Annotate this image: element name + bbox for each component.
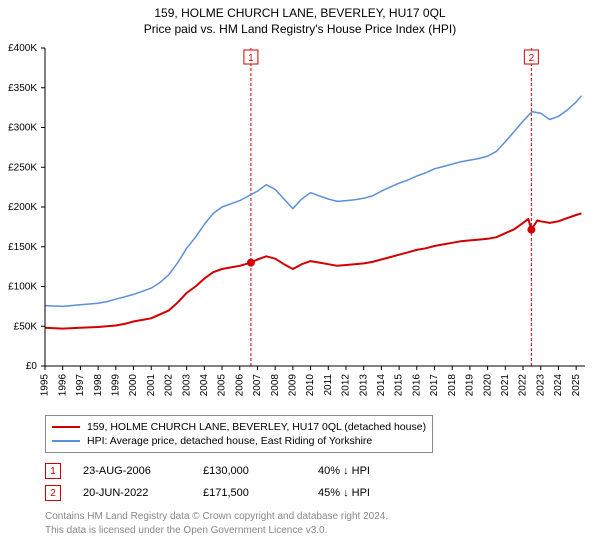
footer-line-1: Contains HM Land Registry data © Crown c…: [45, 510, 388, 524]
svg-text:2020: 2020: [482, 374, 493, 397]
marker-date-2: 20-JUN-2022: [83, 487, 203, 499]
marker-row-1: 1 23-AUG-2006 £130,000 40% ↓ HPI: [45, 460, 370, 482]
chart-area: £0£50K£100K£150K£200K£250K£300K£350K£400…: [45, 48, 585, 406]
svg-text:2010: 2010: [305, 374, 316, 397]
marker-delta-1: 40% ↓ HPI: [318, 465, 370, 477]
svg-text:2013: 2013: [358, 374, 369, 397]
svg-text:2018: 2018: [447, 374, 458, 397]
svg-text:2008: 2008: [270, 374, 281, 397]
svg-text:2016: 2016: [411, 374, 422, 397]
legend-swatch-hpi: [52, 440, 80, 442]
svg-text:£0: £0: [26, 361, 38, 372]
svg-text:1995: 1995: [40, 374, 51, 397]
svg-text:2001: 2001: [146, 374, 157, 397]
svg-text:2004: 2004: [199, 374, 210, 397]
marker-table: 1 23-AUG-2006 £130,000 40% ↓ HPI 2 20-JU…: [45, 460, 370, 504]
svg-text:£150K: £150K: [8, 242, 37, 253]
marker-num-1: 1: [45, 463, 61, 479]
svg-text:1999: 1999: [110, 374, 121, 397]
svg-text:£400K: £400K: [8, 43, 37, 54]
svg-text:2019: 2019: [465, 374, 476, 397]
title-subtitle: Price paid vs. HM Land Registry's House …: [0, 22, 600, 36]
svg-text:£200K: £200K: [8, 202, 37, 213]
title-address: 159, HOLME CHURCH LANE, BEVERLEY, HU17 0…: [0, 6, 600, 20]
svg-text:£300K: £300K: [8, 123, 37, 134]
svg-text:2021: 2021: [500, 374, 511, 397]
svg-text:2009: 2009: [288, 374, 299, 397]
svg-text:2006: 2006: [234, 374, 245, 397]
marker-date-1: 23-AUG-2006: [83, 465, 203, 477]
svg-text:2011: 2011: [323, 374, 334, 396]
svg-text:2023: 2023: [535, 374, 546, 397]
svg-text:2005: 2005: [217, 374, 228, 397]
svg-text:1996: 1996: [57, 374, 68, 397]
svg-text:£250K: £250K: [8, 162, 37, 173]
marker-price-1: £130,000: [203, 465, 318, 477]
marker-num-2: 2: [45, 485, 61, 501]
svg-text:2014: 2014: [376, 374, 387, 397]
marker-price-2: £171,500: [203, 487, 318, 499]
svg-text:£100K: £100K: [8, 282, 37, 293]
svg-text:1997: 1997: [75, 374, 86, 397]
svg-text:1: 1: [248, 53, 254, 64]
svg-text:2003: 2003: [181, 374, 192, 397]
svg-text:2: 2: [529, 53, 535, 64]
svg-text:2007: 2007: [252, 374, 263, 397]
marker-row-2: 2 20-JUN-2022 £171,500 45% ↓ HPI: [45, 482, 370, 504]
footer-line-2: This data is licensed under the Open Gov…: [45, 524, 388, 538]
legend-row-price: 159, HOLME CHURCH LANE, BEVERLEY, HU17 0…: [52, 420, 426, 434]
svg-text:£350K: £350K: [8, 83, 37, 94]
svg-text:2002: 2002: [164, 374, 175, 397]
svg-text:2017: 2017: [429, 374, 440, 397]
legend-label-price: 159, HOLME CHURCH LANE, BEVERLEY, HU17 0…: [87, 420, 426, 434]
footer: Contains HM Land Registry data © Crown c…: [45, 510, 388, 537]
legend-swatch-price: [52, 426, 80, 428]
svg-text:2000: 2000: [128, 374, 139, 397]
title-block: 159, HOLME CHURCH LANE, BEVERLEY, HU17 0…: [0, 0, 600, 36]
svg-text:2025: 2025: [571, 374, 582, 397]
svg-text:2022: 2022: [518, 374, 529, 397]
legend-label-hpi: HPI: Average price, detached house, East…: [87, 434, 372, 448]
svg-text:2024: 2024: [553, 374, 564, 397]
svg-text:£50K: £50K: [14, 321, 38, 332]
chart-svg: £0£50K£100K£150K£200K£250K£300K£350K£400…: [45, 48, 585, 406]
legend-box: 159, HOLME CHURCH LANE, BEVERLEY, HU17 0…: [45, 415, 433, 453]
chart-container: 159, HOLME CHURCH LANE, BEVERLEY, HU17 0…: [0, 0, 600, 560]
legend-row-hpi: HPI: Average price, detached house, East…: [52, 434, 426, 448]
svg-text:1998: 1998: [93, 374, 104, 397]
marker-delta-2: 45% ↓ HPI: [318, 487, 370, 499]
svg-text:2012: 2012: [341, 374, 352, 397]
svg-text:2015: 2015: [394, 374, 405, 397]
